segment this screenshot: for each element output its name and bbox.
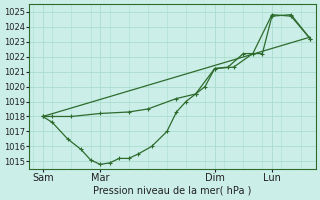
X-axis label: Pression niveau de la mer( hPa ): Pression niveau de la mer( hPa ) [93,186,252,196]
